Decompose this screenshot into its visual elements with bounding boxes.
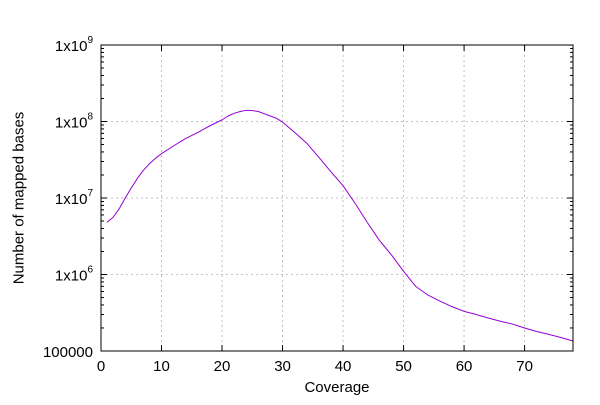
y-tick-mantissa: 1x10	[55, 115, 88, 132]
y-tick-exponent: 8	[87, 112, 93, 123]
y-tick-label: 1x106	[55, 265, 94, 285]
x-axis: 0 10 20 30 40 50 60 70	[97, 45, 533, 375]
series-layer	[106, 109, 574, 342]
y-tick-label: 1x108	[55, 112, 94, 132]
x-tick-label: 10	[153, 358, 170, 375]
x-tick-label: 20	[214, 358, 231, 375]
grid	[101, 45, 573, 351]
x-tick-label: 50	[395, 358, 412, 375]
series-line	[106, 109, 574, 342]
x-tick-label: 0	[97, 358, 105, 375]
y-tick-mantissa: 1x10	[55, 38, 88, 55]
x-tick-label: 70	[516, 358, 533, 375]
x-axis-label: Coverage	[304, 379, 369, 396]
y-tick-label: 1x107	[55, 188, 94, 208]
y-tick-label: 100000	[43, 344, 93, 361]
x-tick-label: 30	[274, 358, 291, 375]
y-tick-exponent: 6	[87, 265, 93, 276]
y-tick-mantissa: 100000	[43, 344, 93, 361]
y-axis-label: Number of mapped bases	[10, 112, 27, 285]
y-tick-mantissa: 1x10	[55, 268, 88, 285]
x-tick-label: 40	[335, 358, 352, 375]
x-tick-label: 60	[456, 358, 473, 375]
y-tick-exponent: 9	[87, 35, 93, 46]
y-tick-label: 1x109	[55, 35, 94, 55]
y-tick-mantissa: 1x10	[55, 191, 88, 208]
y-tick-exponent: 7	[87, 188, 93, 199]
